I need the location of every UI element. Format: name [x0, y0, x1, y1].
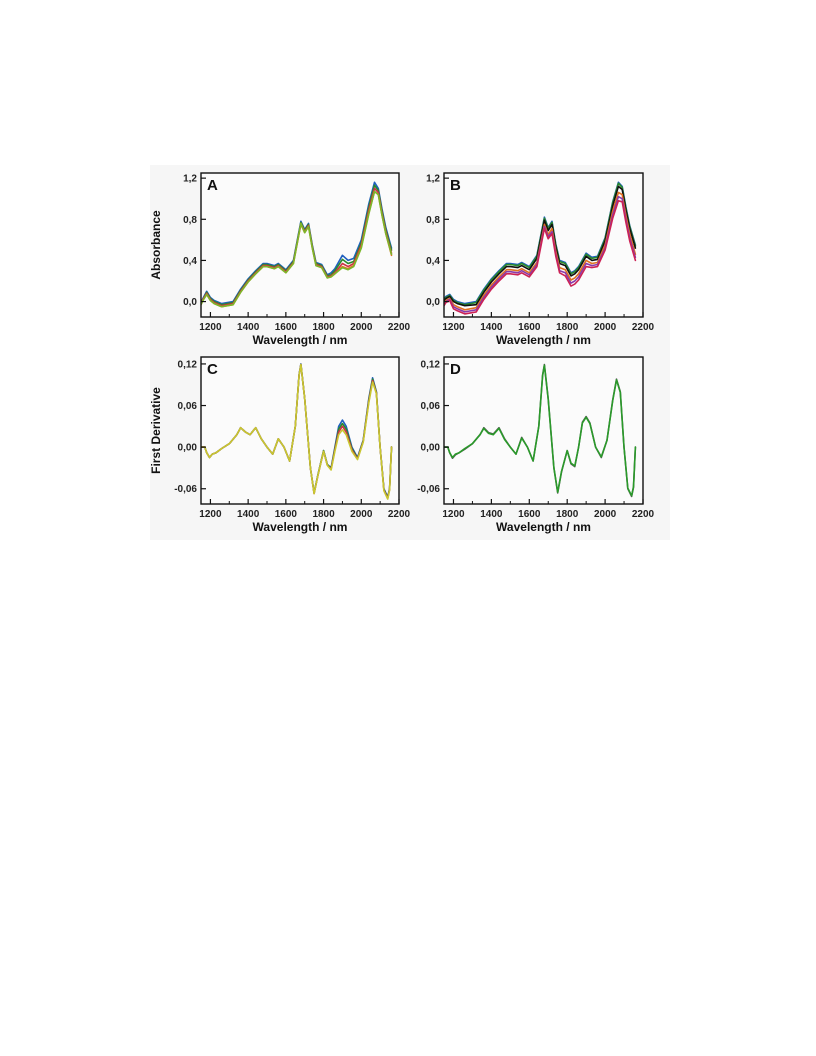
y-tick-label: 0,12 — [421, 359, 441, 370]
series-line-3 — [444, 185, 637, 307]
x-tick-label: 1400 — [237, 509, 260, 520]
y-tick-label: 0,4 — [183, 256, 197, 267]
series-line-5 — [201, 190, 393, 308]
x-tick-label: 1800 — [312, 322, 335, 333]
x-tick-label: 1200 — [199, 322, 222, 333]
y-tick-label: 1,2 — [183, 174, 197, 185]
y-tick-label: 0,00 — [178, 443, 198, 454]
y-tick-label: 0,00 — [421, 443, 441, 454]
x-tick-label: 1200 — [442, 322, 465, 333]
plot-frame — [200, 356, 400, 505]
y-tick-label: 0,8 — [426, 215, 440, 226]
x-tick-label: 1800 — [556, 509, 579, 520]
panel-letter: D — [450, 361, 461, 378]
x-tick-label: 1400 — [480, 509, 503, 520]
x-axis-title: Wavelength / nm — [253, 333, 348, 347]
x-tick-label: 1400 — [480, 322, 503, 333]
y-tick-label: 0,0 — [426, 297, 440, 308]
x-tick-label: 1600 — [518, 509, 541, 520]
figure-svg: 1200 1400 1600 1800 2000 2200 0,0 0,4 0,8 1,2 A Wav… — [150, 172, 655, 534]
plot-background — [444, 173, 643, 317]
y-tick-label: 0,06 — [421, 401, 441, 412]
x-tick-label: 1200 — [442, 509, 465, 520]
series-line-2 — [444, 364, 637, 497]
x-tick-label: 2000 — [594, 322, 617, 333]
y-axis-title: First Derivative — [150, 387, 163, 474]
plot-background — [444, 357, 643, 504]
y-tick-label: 0,12 — [178, 359, 198, 370]
series-group — [444, 363, 637, 498]
series-group — [201, 181, 393, 308]
figure-area: 1200 1400 1600 1800 2000 2200 0,0 0,4 0,8 1,2 A Wav… — [150, 165, 670, 540]
x-tick-label: 2000 — [594, 509, 617, 520]
series-line-6 — [444, 200, 637, 315]
y-tick-label: 1,2 — [426, 174, 440, 185]
y-tick-label: 0,8 — [183, 215, 197, 226]
x-axis-title: Wavelength / nm — [496, 333, 591, 347]
x-tick-label: 1600 — [275, 509, 298, 520]
panel-a: 1200 1400 1600 1800 2000 2200 0,0 0,4 0,8 1,2 A Wav… — [150, 172, 411, 347]
x-tick-label: 1600 — [518, 322, 541, 333]
y-tick-label: -0,06 — [174, 484, 197, 495]
plot-frame — [443, 172, 644, 318]
x-tick-label: 2000 — [350, 322, 373, 333]
series-line-4 — [201, 363, 393, 500]
panel-b: 1200 1400 1600 1800 2000 2200 0,0 0,4 0,8 1,2 B Wav… — [426, 172, 655, 347]
y-tick-label: 0,0 — [183, 297, 197, 308]
panel-c: 1200 1400 1600 1800 2000 2200 -0,06 0,00 0,06 0,1… — [150, 356, 411, 534]
plot-background — [201, 357, 399, 504]
x-tick-label: 1200 — [199, 509, 222, 520]
series-group — [444, 181, 637, 315]
series-group — [201, 363, 393, 500]
x-tick-label: 2200 — [388, 509, 411, 520]
y-tick-label: 0,4 — [426, 256, 440, 267]
plot-background — [201, 173, 399, 317]
x-axis-title: Wavelength / nm — [253, 520, 348, 534]
x-tick-label: 2200 — [632, 322, 655, 333]
plot-frame — [200, 172, 400, 318]
y-tick-label: 0,06 — [178, 401, 198, 412]
panel-letter: B — [450, 177, 461, 194]
x-tick-label: 2000 — [350, 509, 373, 520]
panel-letter: A — [207, 177, 218, 194]
panel-letter: C — [207, 361, 218, 378]
x-tick-label: 1600 — [275, 322, 298, 333]
x-tick-label: 2200 — [632, 509, 655, 520]
x-tick-label: 1400 — [237, 322, 260, 333]
x-tick-label: 2200 — [388, 322, 411, 333]
y-axis-title: Absorbance — [150, 210, 163, 280]
plot-frame — [443, 356, 644, 505]
x-axis-title: Wavelength / nm — [496, 520, 591, 534]
x-tick-label: 1800 — [556, 322, 579, 333]
x-tick-label: 1800 — [312, 509, 335, 520]
panel-d: 1200 1400 1600 1800 2000 2200 -0,06 0,00 0,06 0,1… — [417, 356, 655, 534]
y-tick-label: -0,06 — [417, 484, 440, 495]
